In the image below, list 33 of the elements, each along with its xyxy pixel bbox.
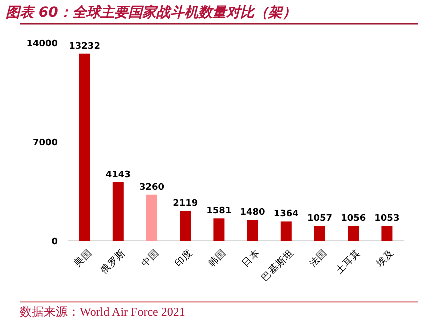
data-label: 4143 xyxy=(106,170,131,180)
y-tick-label: 7000 xyxy=(32,138,58,148)
data-label: 2119 xyxy=(173,199,198,210)
chart-title: 图表 60：全球主要国家战斗机数量对比（架） xyxy=(6,4,296,21)
y-tick-label: 14000 xyxy=(26,40,58,50)
x-tick-label: 韩国 xyxy=(206,247,229,270)
data-label: 1057 xyxy=(307,214,333,224)
x-tick-label: 埃及 xyxy=(374,247,397,270)
bar xyxy=(112,182,124,241)
bar xyxy=(247,220,258,241)
bar xyxy=(214,218,225,241)
data-label: 1056 xyxy=(341,214,366,224)
bar xyxy=(79,54,90,241)
data-label: 1581 xyxy=(206,206,232,217)
data-label: 3260 xyxy=(139,182,165,193)
bar xyxy=(348,226,360,241)
x-tick-label: 中国 xyxy=(139,247,162,270)
data-label: 1053 xyxy=(374,214,400,224)
x-tick-label: 美国 xyxy=(72,247,94,270)
source-note: 数据来源：World Air Force 2021 xyxy=(20,305,186,319)
y-tick-label: 0 xyxy=(52,238,58,248)
bar xyxy=(146,194,158,241)
bar xyxy=(180,211,192,241)
data-label: 1364 xyxy=(274,210,299,220)
x-tick-label: 法国 xyxy=(307,247,330,270)
bar xyxy=(382,226,393,241)
x-tick-label: 印度 xyxy=(172,247,196,270)
bar xyxy=(314,226,326,241)
data-label: 1480 xyxy=(240,208,266,218)
data-label: 13232 xyxy=(69,42,100,52)
x-tick-label: 土耳其 xyxy=(334,247,364,277)
bar xyxy=(280,222,292,241)
x-tick-label: 俄罗斯 xyxy=(98,247,128,277)
